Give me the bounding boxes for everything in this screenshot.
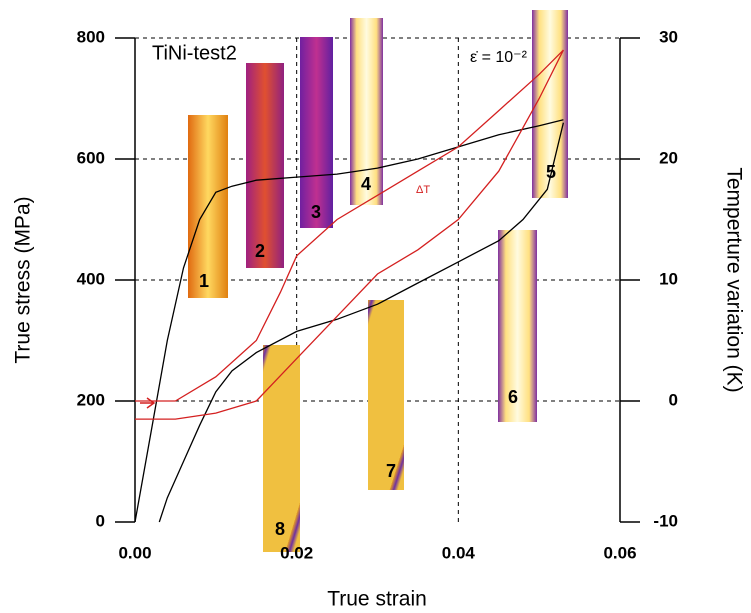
inset-label: 8 [275, 519, 285, 539]
y2-tick-label: -10 [653, 511, 678, 530]
y-axis-label: True stress (MPa) [12, 196, 35, 363]
inset-label: 7 [386, 461, 396, 481]
y2-tick-label: 0 [669, 390, 678, 409]
thermal-image [532, 10, 568, 198]
data-line [158, 122, 565, 523]
annotation: TiNi-test2 [152, 42, 237, 64]
x-tick-label: 0.02 [280, 543, 313, 562]
inset-label: 4 [361, 174, 371, 194]
annotation: ε̇ = 10⁻² [470, 49, 528, 66]
data-line [135, 49, 564, 420]
x-axis-label: True strain [327, 588, 427, 611]
y2-axis-label: Temperture variation (K) [722, 167, 745, 392]
thermal-image [368, 300, 404, 490]
thermal-image [263, 345, 300, 552]
inset-label: 3 [311, 202, 321, 222]
thermal-image [246, 63, 284, 268]
annotation: ΔT [416, 184, 430, 196]
data-line [134, 119, 564, 523]
y-tick-label: 800 [77, 27, 105, 46]
thermal-image [350, 18, 383, 205]
x-tick-label: 0.06 [603, 543, 636, 562]
y2-tick-label: 30 [659, 27, 678, 46]
thermal-image [498, 230, 537, 422]
thermal-image [300, 37, 333, 228]
y-tick-label: 600 [77, 148, 105, 167]
inset-label: 2 [255, 241, 265, 261]
x-tick-label: 0.00 [118, 543, 151, 562]
data-line [135, 49, 564, 402]
inset-label: 1 [199, 271, 209, 291]
arrow [140, 397, 156, 409]
thermal-images: 1 2 3 4 5 6 7 8 [188, 10, 568, 552]
y2-tick-label: 10 [659, 269, 678, 288]
x-tick-label: 0.04 [442, 543, 476, 562]
inset-label: 6 [508, 387, 518, 407]
y-tick-label: 200 [77, 390, 105, 409]
y2-tick-label: 20 [659, 148, 678, 167]
y-tick-label: 0 [96, 511, 105, 530]
y-tick-label: 400 [77, 269, 105, 288]
